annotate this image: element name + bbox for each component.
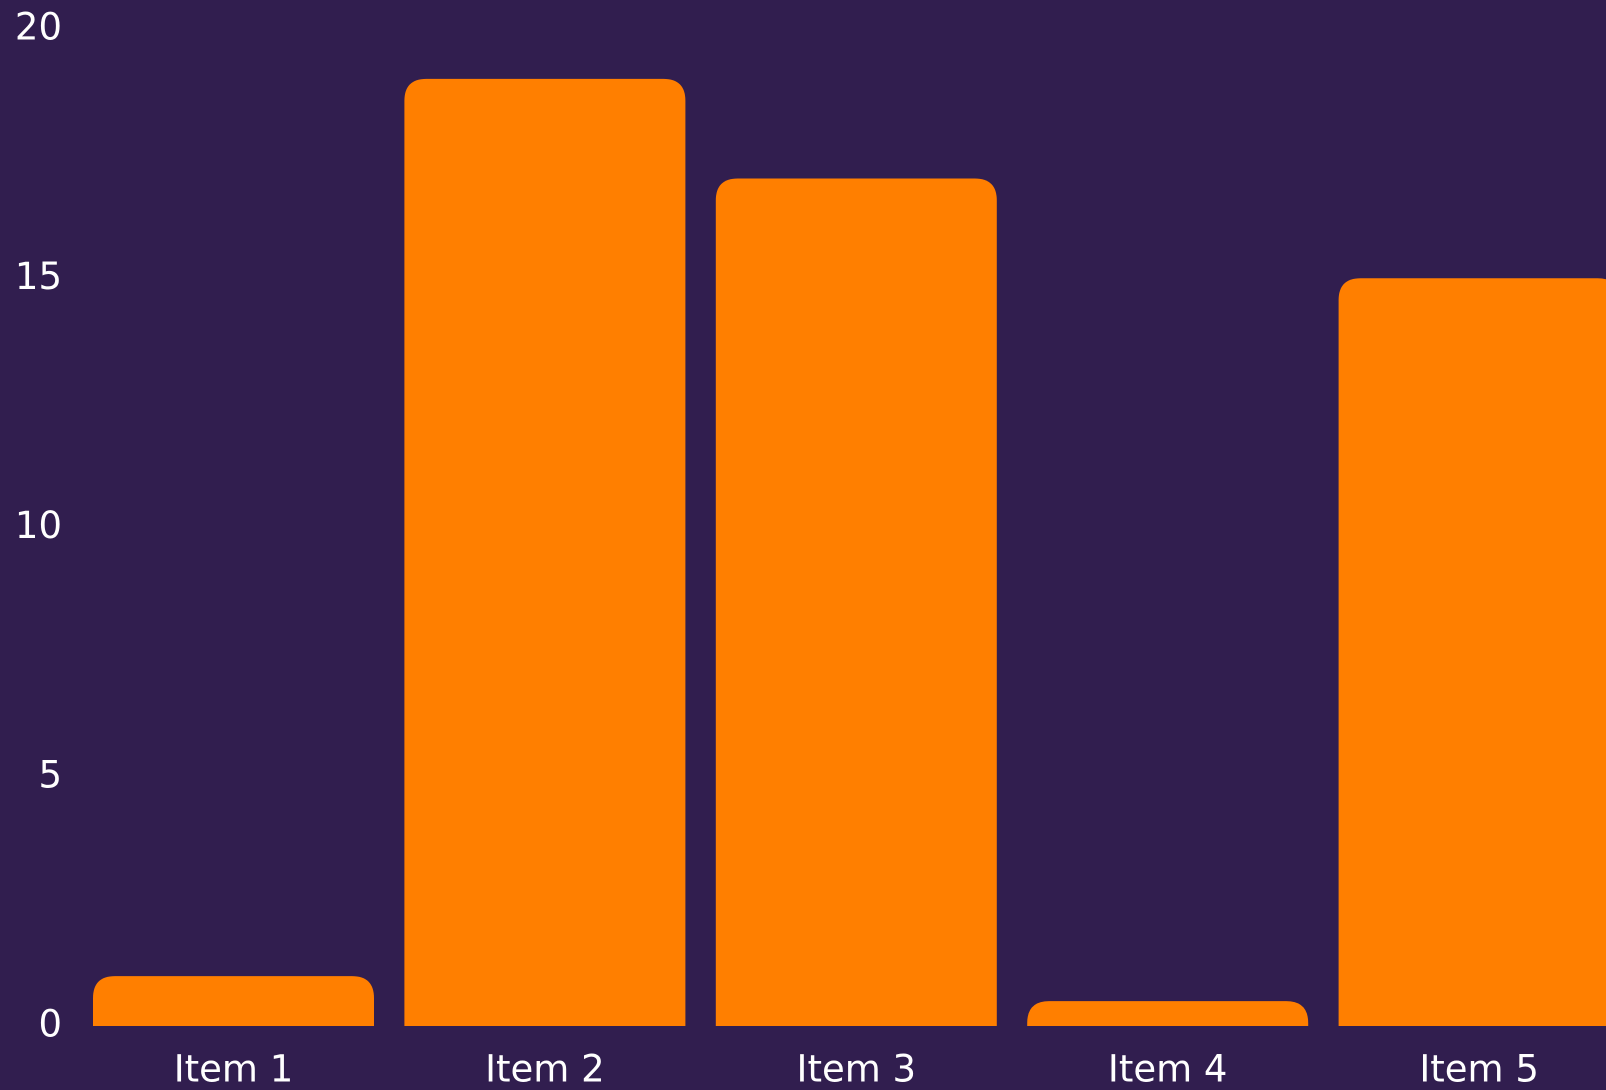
x-tick-label: Item 3 xyxy=(797,1048,917,1090)
bar-series xyxy=(93,78,1606,1027)
y-tick-label: 20 xyxy=(15,6,62,49)
y-tick-label: 15 xyxy=(15,255,62,298)
y-tick-label: 5 xyxy=(38,753,62,796)
y-axis: 0 5 10 15 20 xyxy=(15,6,62,1046)
x-tick-label: Item 4 xyxy=(1108,1048,1228,1090)
x-tick-label: Item 2 xyxy=(485,1048,605,1090)
y-tick-label: 0 xyxy=(38,1003,62,1046)
bar-4 xyxy=(1027,1001,1309,1026)
y-tick-label: 10 xyxy=(15,504,62,547)
x-tick-label: Item 5 xyxy=(1419,1048,1539,1090)
bar-5 xyxy=(1338,278,1606,1026)
x-axis: Item 1 Item 2 Item 3 Item 4 Item 5 xyxy=(174,1048,1539,1090)
x-tick-label: Item 1 xyxy=(174,1048,294,1090)
bar-2 xyxy=(404,78,686,1027)
bar-1 xyxy=(93,976,374,1026)
bar-3 xyxy=(715,178,997,1027)
